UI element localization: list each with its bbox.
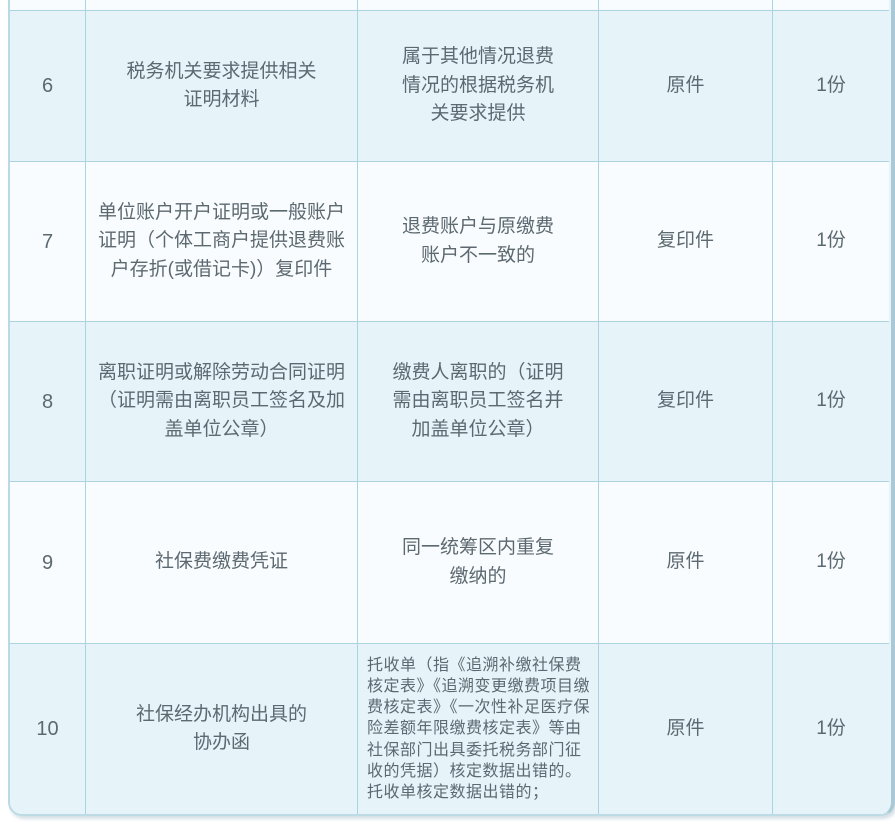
condition-cell: 托收单（指《追溯补缴社保费核定表》《追溯变更缴费项目缴费核定表》《一次性补足医疗… bbox=[358, 643, 599, 814]
materials-table: 6 税务机关要求提供相关 证明材料 属于其他情况退费 情况的根据税务机 关要求提… bbox=[10, 0, 891, 814]
count-cell: 1份 bbox=[773, 321, 889, 481]
material-cell: 离职证明或解除劳动合同证明 （证明需由离职员工签名及加 盖单位公章） bbox=[86, 321, 358, 481]
partial-row-cell bbox=[358, 0, 599, 10]
condition-cell: 退费账户与原缴费 账户不一致的 bbox=[358, 161, 599, 321]
partial-row-cell bbox=[86, 0, 358, 10]
count-cell: 1份 bbox=[773, 10, 889, 161]
partial-row-cell bbox=[773, 0, 889, 10]
materials-table-card: 6 税务机关要求提供相关 证明材料 属于其他情况退费 情况的根据税务机 关要求提… bbox=[8, 0, 895, 816]
form-cell: 原件 bbox=[599, 481, 773, 643]
seq-cell: 8 bbox=[10, 321, 86, 481]
seq-cell: 7 bbox=[10, 161, 86, 321]
count-cell: 1份 bbox=[773, 643, 889, 814]
form-cell: 原件 bbox=[599, 643, 773, 814]
count-cell: 1份 bbox=[773, 481, 889, 643]
seq-cell: 6 bbox=[10, 10, 86, 161]
form-cell: 复印件 bbox=[599, 321, 773, 481]
form-cell: 复印件 bbox=[599, 161, 773, 321]
material-cell: 税务机关要求提供相关 证明材料 bbox=[86, 10, 358, 161]
material-cell: 社保经办机构出具的 协办函 bbox=[86, 643, 358, 814]
material-cell: 单位账户开户证明或一般账户 证明（个体工商户提供退费账 户存折(或借记卡)）复印… bbox=[86, 161, 358, 321]
material-cell: 社保费缴费凭证 bbox=[86, 481, 358, 643]
form-cell: 原件 bbox=[599, 10, 773, 161]
partial-row-cell bbox=[599, 0, 773, 10]
condition-cell: 属于其他情况退费 情况的根据税务机 关要求提供 bbox=[358, 10, 599, 161]
condition-cell: 缴费人离职的（证明 需由离职员工签名并 加盖单位公章） bbox=[358, 321, 599, 481]
condition-cell: 同一统筹区内重复 缴纳的 bbox=[358, 481, 599, 643]
partial-row-cell bbox=[10, 0, 86, 10]
seq-cell: 9 bbox=[10, 481, 86, 643]
count-cell: 1份 bbox=[773, 161, 889, 321]
seq-cell: 10 bbox=[10, 643, 86, 814]
